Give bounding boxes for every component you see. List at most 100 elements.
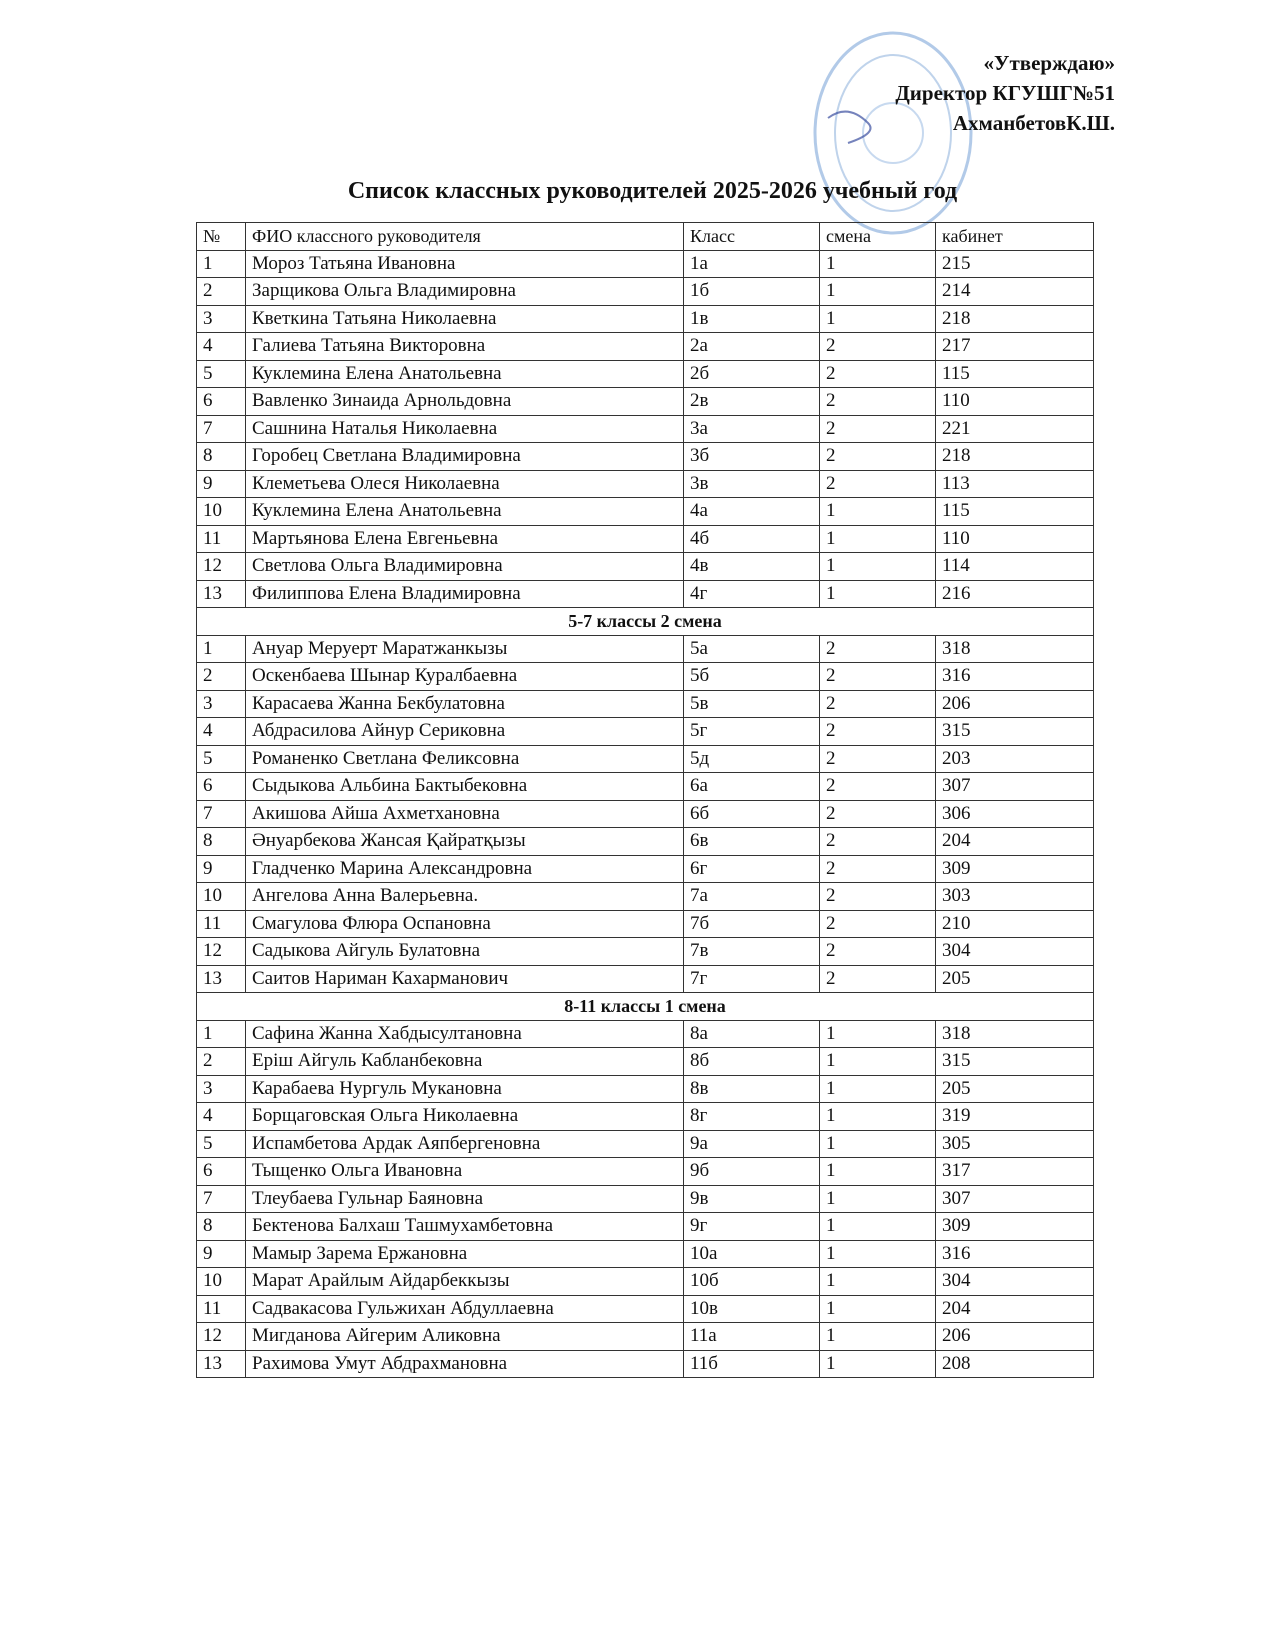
row-number: 5 <box>196 1129 246 1158</box>
room: 115 <box>935 497 1094 526</box>
shift: 2 <box>819 772 936 801</box>
row-number: 3 <box>196 1074 246 1103</box>
room: 206 <box>935 689 1094 718</box>
table-row: 1 Ануар Меруерт Маратжанкызы 5а 2 318 <box>196 634 1094 663</box>
shift: 2 <box>819 332 936 361</box>
row-number: 7 <box>196 1184 246 1213</box>
shift: 2 <box>819 469 936 498</box>
row-number: 8 <box>196 827 246 856</box>
row-number: 9 <box>196 1239 246 1268</box>
teacher-name: Карасаева Жанна Бекбулатовна <box>245 689 684 718</box>
shift: 1 <box>819 1102 936 1131</box>
room: 307 <box>935 772 1094 801</box>
class-name: 9а <box>683 1129 820 1158</box>
teacher-name: Мамыр Зарема Ержановна <box>245 1239 684 1268</box>
table-row: 11 Садвакасова Гульжихан Абдуллаевна 10в 1 2… <box>196 1294 1094 1323</box>
room: 304 <box>935 1267 1094 1296</box>
class-name: 3в <box>683 469 820 498</box>
row-number: 10 <box>196 1267 246 1296</box>
teacher-name: Куклемина Елена Анатольевна <box>245 497 684 526</box>
room: 309 <box>935 854 1094 883</box>
class-name: 10в <box>683 1294 820 1323</box>
row-number: 6 <box>196 772 246 801</box>
shift: 1 <box>819 1212 936 1241</box>
class-name: 7б <box>683 909 820 938</box>
row-number: 11 <box>196 524 246 553</box>
teacher-name: Борщаговская Ольга Николаевна <box>245 1102 684 1131</box>
table-row: 7 Тлеубаева Гульнар Баяновна 9в 1 307 <box>196 1184 1094 1213</box>
teacher-name: Клеметьева Олеся Николаевна <box>245 469 684 498</box>
table-row: 12 Мигданова Айгерим Аликовна 11а 1 206 <box>196 1322 1094 1351</box>
class-name: 5д <box>683 744 820 773</box>
class-name: 9в <box>683 1184 820 1213</box>
shift: 1 <box>819 249 936 278</box>
shift: 2 <box>819 717 936 746</box>
shift: 1 <box>819 552 936 581</box>
class-name: 8г <box>683 1102 820 1131</box>
approval-line: «Утверждаю» <box>983 51 1115 75</box>
header-cell: Класс <box>683 222 820 251</box>
room: 305 <box>935 1129 1094 1158</box>
shift: 1 <box>819 1129 936 1158</box>
row-number: 11 <box>196 1294 246 1323</box>
teacher-name: Әнуарбекова Жансая Қайратқызы <box>245 827 684 856</box>
teacher-name: Романенко Светлана Феликсовна <box>245 744 684 773</box>
shift: 1 <box>819 1184 936 1213</box>
room: 114 <box>935 552 1094 581</box>
shift: 1 <box>819 304 936 333</box>
row-number: 4 <box>196 332 246 361</box>
teacher-name: Мартьянова Елена Евгеньевна <box>245 524 684 553</box>
room: 309 <box>935 1212 1094 1241</box>
shift: 2 <box>819 827 936 856</box>
teacher-name: Испамбетова Ардак Аяпбергеновна <box>245 1129 684 1158</box>
row-number: 9 <box>196 469 246 498</box>
table-row: 4 Галиева Татьяна Викторовна 2а 2 217 <box>196 332 1094 361</box>
row-number: 4 <box>196 1102 246 1131</box>
row-number: 10 <box>196 882 246 911</box>
shift: 2 <box>819 414 936 443</box>
room: 110 <box>935 387 1094 416</box>
shift: 1 <box>819 1074 936 1103</box>
shift: 1 <box>819 1349 936 1378</box>
teacher-name: Еріш Айгуль Кабланбековна <box>245 1047 684 1076</box>
shift: 1 <box>819 524 936 553</box>
header-cell: смена <box>819 222 936 251</box>
shift: 1 <box>819 579 936 608</box>
class-name: 6г <box>683 854 820 883</box>
row-number: 5 <box>196 744 246 773</box>
class-name: 5б <box>683 662 820 691</box>
table-row: 1 Сафина Жанна Хабдысултановна 8а 1 318 <box>196 1019 1094 1048</box>
shift: 2 <box>819 387 936 416</box>
teacher-name: Рахимова Умут Абдрахмановна <box>245 1349 684 1378</box>
class-name: 5г <box>683 717 820 746</box>
teacher-name: Садвакасова Гульжихан Абдуллаевна <box>245 1294 684 1323</box>
table-row: 10 Марат Арайлым Айдарбеккызы 10б 1 304 <box>196 1267 1094 1296</box>
shift: 1 <box>819 1019 936 1048</box>
row-number: 1 <box>196 249 246 278</box>
table-row: 4 Борщаговская Ольга Николаевна 8г 1 319 <box>196 1102 1094 1131</box>
class-name: 5в <box>683 689 820 718</box>
table-row: 2 Еріш Айгуль Кабланбековна 8б 1 315 <box>196 1047 1094 1076</box>
room: 315 <box>935 1047 1094 1076</box>
room: 204 <box>935 827 1094 856</box>
section-title: 8-11 классы 1 смена <box>196 992 1094 1021</box>
row-number: 12 <box>196 552 246 581</box>
table-row: 9 Мамыр Зарема Ержановна 10а 1 316 <box>196 1239 1094 1268</box>
table-row: 8 Горобец Светлана Владимировна 3б 2 218 <box>196 442 1094 471</box>
class-name: 2б <box>683 359 820 388</box>
shift: 2 <box>819 799 936 828</box>
row-number: 13 <box>196 964 246 993</box>
shift: 2 <box>819 854 936 883</box>
teacher-name: Карабаева Нургуль Мукановна <box>245 1074 684 1103</box>
table-row: 13 Саитов Нариман Кахарманович 7г 2 205 <box>196 964 1094 993</box>
room: 316 <box>935 662 1094 691</box>
teacher-name: Бектенова Балхаш Ташмухамбетовна <box>245 1212 684 1241</box>
teacher-name: Светлова Ольга Владимировна <box>245 552 684 581</box>
row-number: 2 <box>196 1047 246 1076</box>
room: 318 <box>935 634 1094 663</box>
section-row: 5-7 классы 2 смена <box>196 607 1094 636</box>
class-name: 8б <box>683 1047 820 1076</box>
class-name: 10б <box>683 1267 820 1296</box>
row-number: 6 <box>196 1157 246 1186</box>
